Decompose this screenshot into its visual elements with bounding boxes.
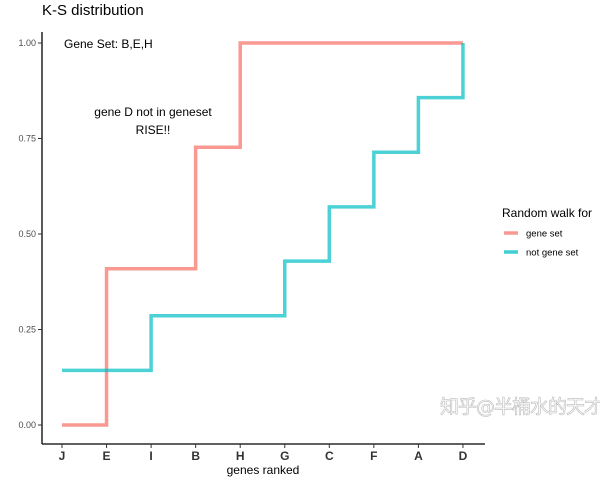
annotation-gene-set: Gene Set: B,E,H — [64, 37, 153, 51]
x-tick-label: I — [149, 449, 152, 463]
x-tick-label: C — [325, 449, 334, 463]
x-tick-label: B — [191, 449, 200, 463]
y-tick-label: 0.50 — [18, 229, 36, 239]
annotation-gene-d: gene D not in geneset — [94, 105, 212, 119]
x-tick-label: G — [280, 449, 289, 463]
x-tick-label: F — [370, 449, 377, 463]
y-tick-label: 1.00 — [18, 38, 36, 48]
chart-title: K-S distribution — [42, 2, 144, 19]
legend-label: gene set — [526, 229, 563, 240]
y-tick-label: 0.00 — [18, 420, 36, 430]
x-tick-label: E — [103, 449, 111, 463]
x-tick-label: H — [236, 449, 245, 463]
series-line-not-gene-set — [62, 43, 465, 373]
watermark: 知乎@半桶水的天才 — [440, 396, 600, 419]
x-axis-label: genes ranked — [227, 463, 300, 477]
legend-title: Random walk for — [502, 206, 592, 220]
legend-label: not gene set — [526, 248, 579, 259]
series-line-gene-set — [62, 41, 463, 427]
x-tick-label: A — [414, 449, 423, 463]
y-tick-label: 0.75 — [18, 134, 36, 144]
y-tick-label: 0.25 — [18, 325, 36, 335]
annotation-rise: RISE!! — [136, 123, 171, 137]
x-tick-label: D — [459, 449, 468, 463]
x-tick-label: J — [59, 449, 66, 463]
